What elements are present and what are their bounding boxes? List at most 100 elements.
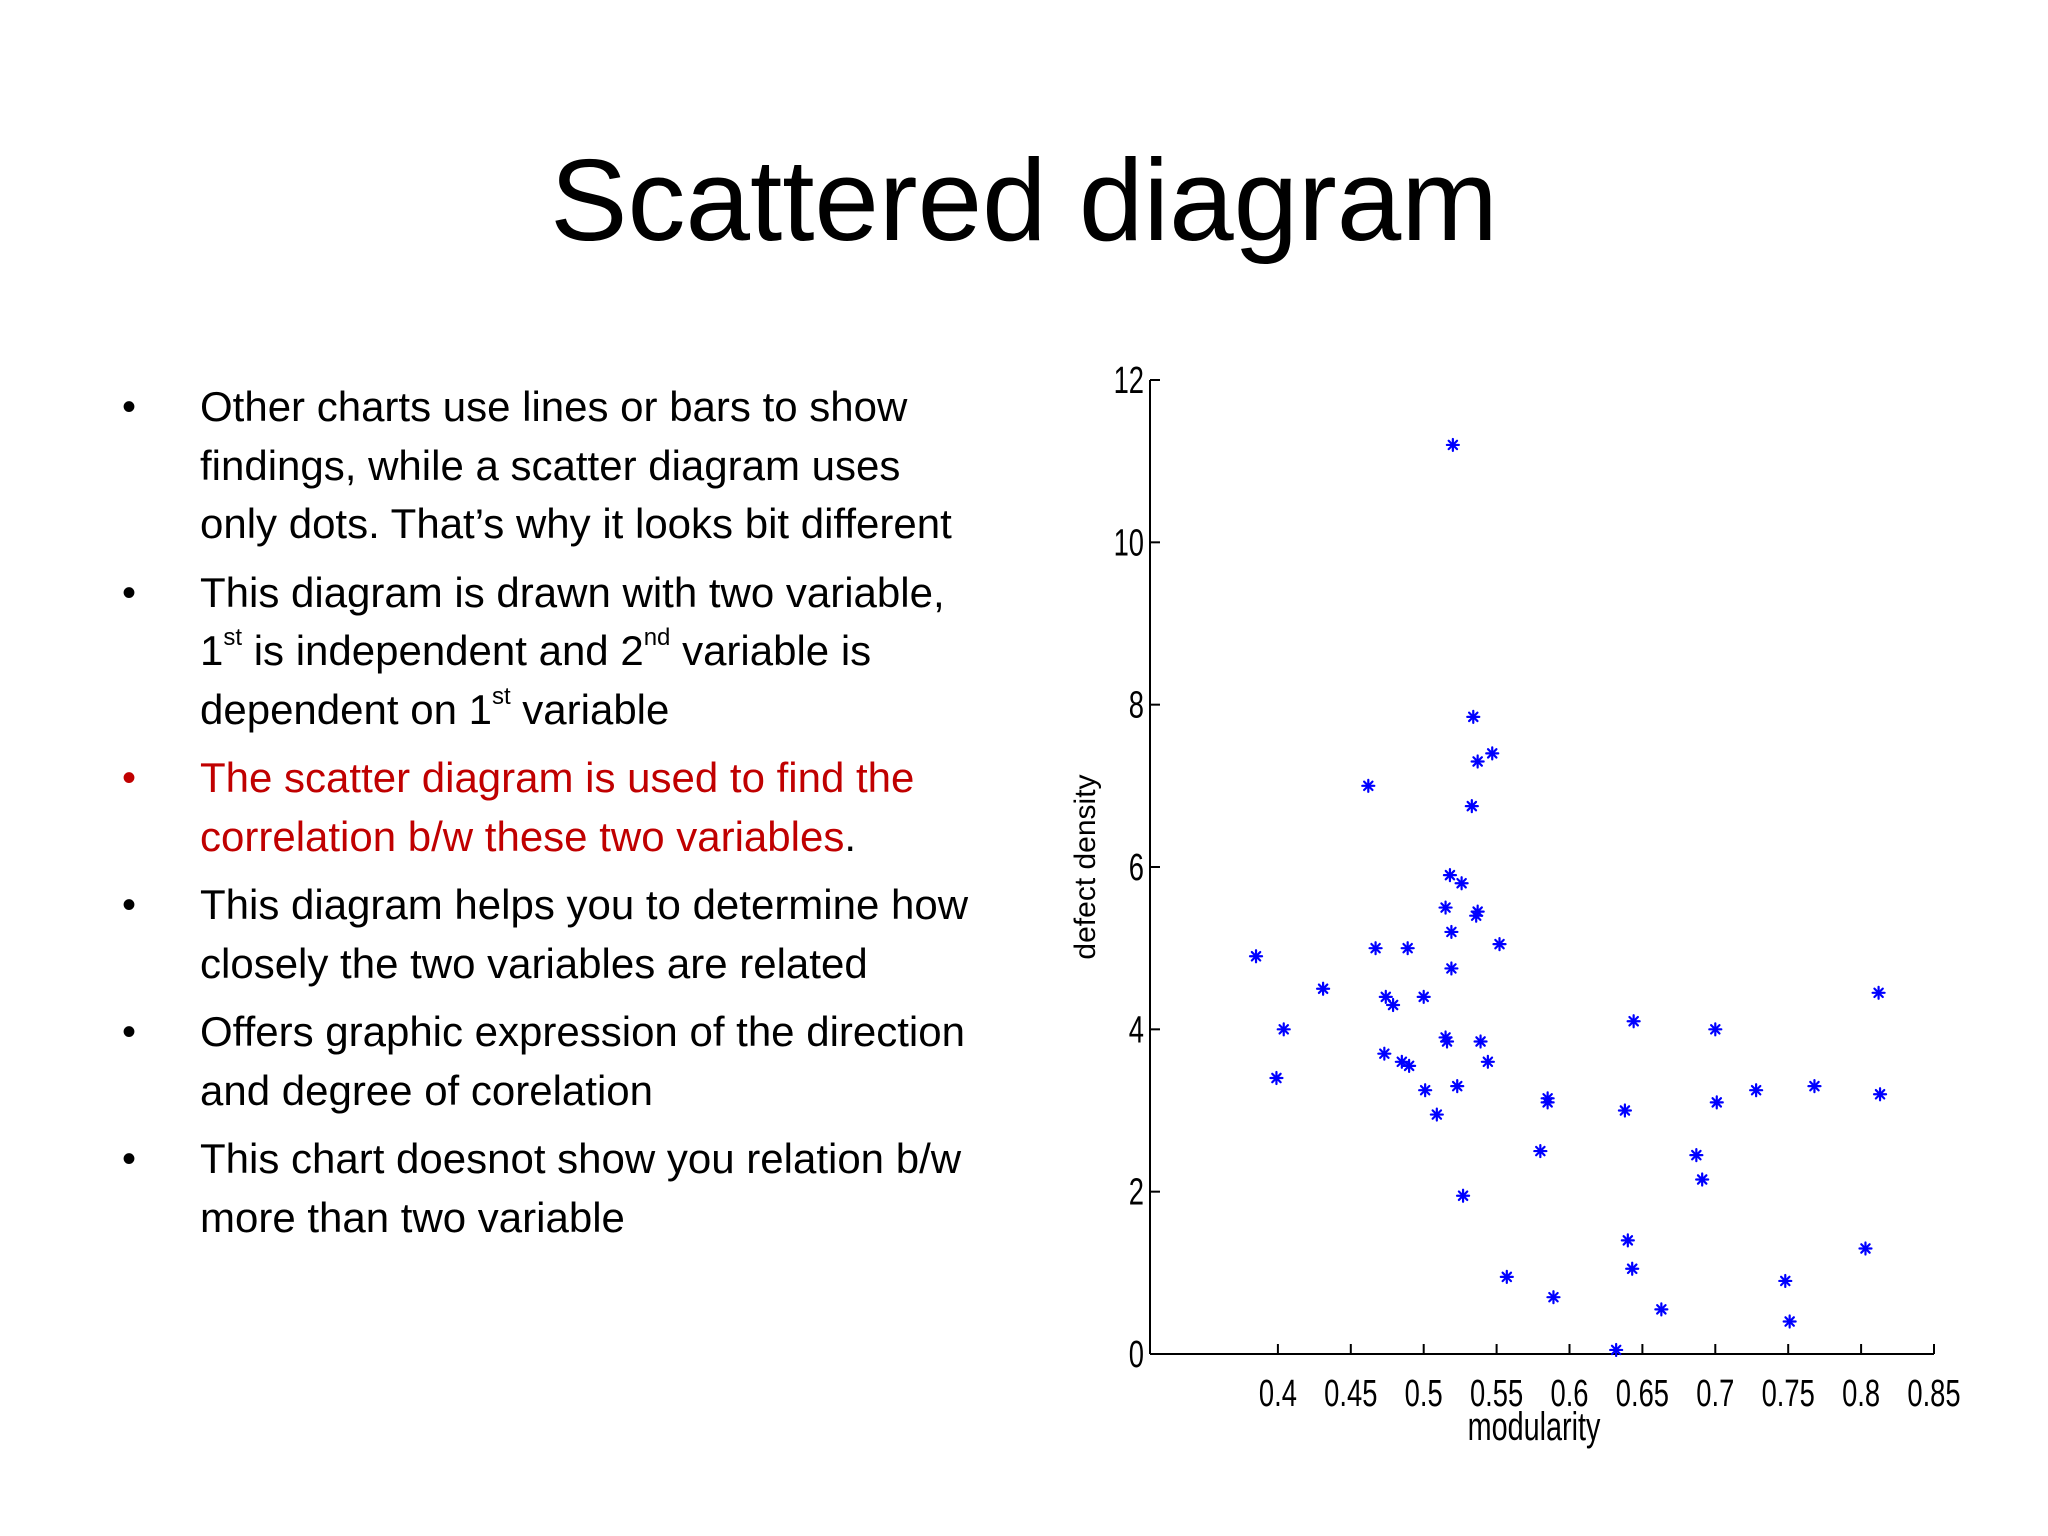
data-point — [1654, 1302, 1669, 1317]
data-point-stroke — [1610, 1344, 1622, 1356]
data-point — [1546, 1290, 1561, 1305]
data-point-stroke — [1809, 1080, 1820, 1092]
data-point-stroke — [1874, 1088, 1886, 1100]
data-point — [1378, 989, 1393, 1004]
data-point — [1609, 1342, 1624, 1358]
bullet-superscript: st — [223, 624, 243, 651]
data-point-stroke — [1271, 1072, 1282, 1084]
data-point-stroke — [1691, 1149, 1702, 1161]
data-point-stroke — [1278, 1024, 1290, 1035]
y-axis-label: defect density — [1069, 774, 1102, 959]
bullet-text: This diagram helps you to determine how … — [200, 881, 969, 987]
data-point — [1269, 1070, 1284, 1086]
data-point — [1470, 904, 1485, 919]
data-point-stroke — [1451, 1080, 1463, 1092]
x-tick-label: 0.45 — [1324, 1373, 1377, 1415]
y-tick-label: 10 — [1114, 522, 1144, 564]
data-point-stroke — [1711, 1097, 1723, 1108]
data-point — [1368, 941, 1383, 956]
bullet-text: This diagram is drawn with two variable,… — [200, 568, 945, 675]
bullet-item: • Offers graphic expression of the direct… — [120, 1003, 980, 1120]
data-point-stroke — [1441, 1036, 1453, 1047]
data-point-stroke — [1472, 906, 1483, 917]
data-point-stroke — [1447, 439, 1459, 451]
data-point — [1540, 1091, 1555, 1106]
data-point — [1708, 1022, 1723, 1037]
bullet-item: • This diagram helps you to determine how… — [120, 876, 980, 993]
bullet-item: • This diagram is drawn with two variable… — [120, 564, 980, 740]
bullet-item: • This chart doesnot show you relation b/… — [120, 1130, 980, 1247]
data-point — [1749, 1083, 1764, 1098]
x-axis-label: modularity — [1468, 1404, 1601, 1449]
x-tick-label: 0.55 — [1470, 1373, 1523, 1415]
data-point-stroke — [1628, 1015, 1639, 1027]
data-point — [1625, 1261, 1640, 1276]
data-point — [1689, 1148, 1704, 1163]
data-point — [1782, 1314, 1797, 1329]
bullet-marker: • — [122, 1010, 137, 1054]
bullet-superscript: st — [491, 682, 511, 710]
data-point-stroke — [1418, 991, 1430, 1003]
data-point — [1533, 1143, 1548, 1159]
data-point-stroke — [1467, 711, 1479, 723]
y-tick-label: 12 — [1114, 360, 1144, 402]
y-tick-label: 4 — [1129, 1009, 1144, 1051]
slide-title: Scattered diagram — [550, 135, 1498, 265]
data-point-stroke — [1380, 991, 1392, 1003]
data-point-stroke — [1446, 926, 1457, 938]
data-point — [1315, 981, 1331, 996]
data-point — [1620, 1233, 1635, 1248]
data-point-stroke — [1482, 1056, 1494, 1068]
data-point-stroke — [1501, 1271, 1513, 1283]
y-tick-label: 0 — [1129, 1334, 1144, 1376]
data-point — [1709, 1095, 1724, 1110]
data-point-stroke — [1456, 877, 1467, 889]
data-point — [1872, 1087, 1888, 1102]
data-point-stroke — [1250, 950, 1262, 962]
bullet-marker: • — [122, 756, 137, 800]
data-point — [1858, 1241, 1873, 1256]
data-point — [1248, 949, 1264, 964]
data-point — [1377, 1046, 1392, 1061]
data-point — [1464, 799, 1479, 814]
bullet-text: variable — [510, 685, 670, 733]
bullet-marker: • — [122, 1137, 137, 1181]
data-point-stroke — [1431, 1109, 1443, 1120]
x-tick-label: 0.65 — [1616, 1373, 1669, 1415]
data-point-stroke — [1396, 1056, 1408, 1068]
data-point — [1871, 985, 1886, 1000]
data-point — [1429, 1107, 1444, 1122]
data-point — [1276, 1022, 1291, 1037]
data-point-stroke — [1542, 1093, 1553, 1104]
data-point — [1454, 876, 1469, 891]
bullet-text: . — [844, 812, 856, 860]
data-point — [1438, 900, 1453, 915]
data-point-stroke — [1444, 869, 1456, 881]
y-tick-label: 6 — [1129, 847, 1144, 889]
data-point-stroke — [1622, 1235, 1634, 1246]
data-point-stroke — [1457, 1190, 1469, 1202]
bullet-list: • Other charts use lines or bars to show … — [120, 378, 980, 1257]
data-point-stroke — [1626, 1263, 1638, 1275]
data-point-stroke — [1317, 983, 1329, 995]
y-tick-label: 8 — [1129, 684, 1144, 726]
x-tick-label: 0.6 — [1550, 1373, 1588, 1415]
y-tick-label: 2 — [1129, 1171, 1144, 1213]
data-point — [1450, 1079, 1465, 1094]
bullet-text: variable is dependent on 1 — [200, 627, 872, 733]
x-tick-label: 0.4 — [1259, 1373, 1297, 1415]
data-point — [1778, 1273, 1793, 1289]
data-point — [1617, 1103, 1633, 1118]
data-point — [1466, 709, 1481, 724]
data-point — [1439, 1034, 1455, 1049]
data-point — [1695, 1172, 1710, 1187]
bullet-superscript: nd — [643, 624, 671, 651]
bullet-text: This chart doesnot show you relation b/w… — [200, 1135, 962, 1241]
data-point — [1444, 924, 1459, 940]
data-point-stroke — [1440, 1032, 1451, 1043]
data-point-stroke — [1466, 800, 1478, 812]
data-point-stroke — [1379, 1048, 1390, 1059]
data-point — [1807, 1079, 1822, 1094]
data-point-stroke — [1370, 942, 1381, 954]
